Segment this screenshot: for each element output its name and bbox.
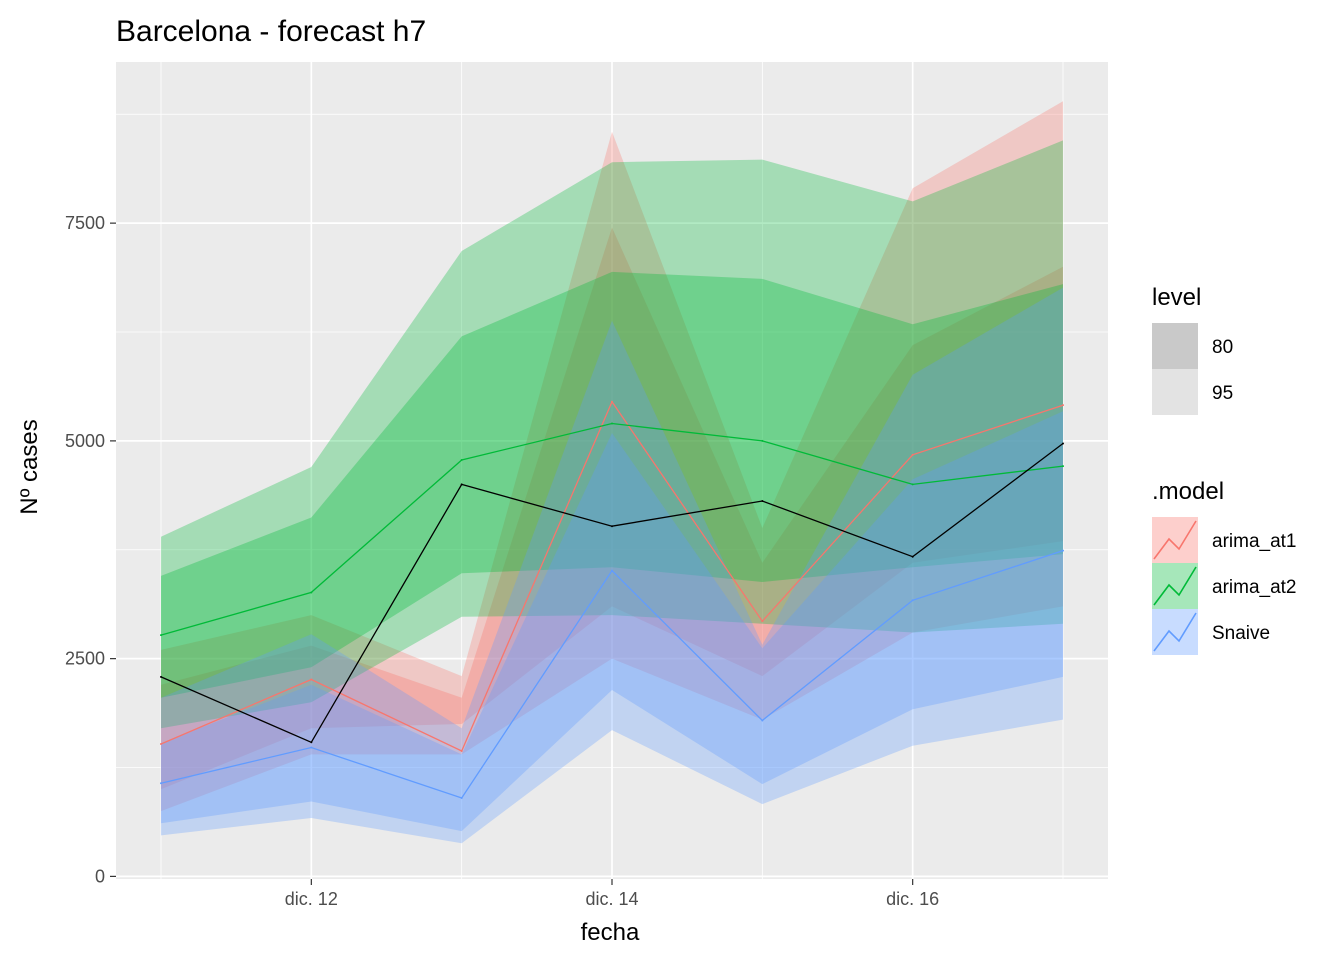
data-point-arima-at1 <box>911 453 914 456</box>
legend-label-model: arima_at1 <box>1212 531 1297 552</box>
data-point-snaive <box>611 569 613 572</box>
data-point-observed <box>1062 442 1064 445</box>
legend-key-snaive <box>1152 609 1198 655</box>
legend-label-model: Snaive <box>1212 623 1270 644</box>
legend-key-arima-at1 <box>1152 517 1198 563</box>
legend-label-model: arima_at2 <box>1212 577 1297 598</box>
legend-line-arima-at1 <box>1153 520 1197 560</box>
data-point-observed <box>911 555 914 558</box>
axes: 0 2500 5000 7500 dic. 12 dic. 14 dic. 16 <box>65 213 939 909</box>
data-point-snaive <box>310 746 313 749</box>
data-point-arima-at1 <box>460 749 463 752</box>
data-point-arima-at1 <box>160 742 162 745</box>
data-point-snaive <box>761 719 764 722</box>
data-point-snaive <box>460 796 463 799</box>
band-95-arima-at2 <box>161 140 1063 729</box>
x-axis-title: fecha <box>581 919 640 946</box>
band-80-snaive <box>161 411 1063 832</box>
x-tick-label: dic. 14 <box>585 889 638 909</box>
data-point-arima-at1 <box>611 400 613 403</box>
data-point-snaive <box>911 599 914 602</box>
legend-label-level: 80 <box>1212 337 1233 358</box>
y-tick-label: 2500 <box>65 649 105 669</box>
band-95-snaive <box>161 287 1063 844</box>
legend-key-bg-snaive <box>1152 609 1198 655</box>
band-95-arima-at1 <box>161 101 1063 812</box>
data-point-arima-at2 <box>460 459 463 462</box>
data-point-snaive <box>160 782 162 785</box>
legend-title-level: level <box>1152 284 1201 311</box>
band-80-arima-at2 <box>161 271 1063 698</box>
legend-key-bg-arima-at2 <box>1152 563 1198 609</box>
legend-line-arima-at2 <box>1153 566 1197 606</box>
legend-key-arima-at2 <box>1152 563 1198 609</box>
data-point-arima-at1 <box>1062 404 1064 407</box>
y-tick-label: 0 <box>95 866 105 886</box>
y-tick-label: 5000 <box>65 431 105 451</box>
plot-panel <box>116 62 1108 879</box>
data-point-arima-at1 <box>310 678 313 681</box>
x-tick-label: dic. 16 <box>886 889 939 909</box>
data-point-arima-at2 <box>911 483 914 486</box>
data-point-arima-at2 <box>310 591 313 594</box>
data-point-arima-at2 <box>160 634 162 637</box>
data-point-observed <box>310 741 313 744</box>
legend: level 80 95 .model arima_at1 arima_at2 Snaive <box>1152 284 1297 655</box>
data-point-observed <box>611 525 613 528</box>
legend-title-model: .model <box>1152 478 1224 505</box>
legend-key-level-95 <box>1152 369 1198 415</box>
data-point-observed <box>160 675 162 678</box>
legend-label-level: 95 <box>1212 383 1233 404</box>
data-point-arima-at2 <box>611 422 613 425</box>
legend-key-level-80 <box>1152 323 1198 369</box>
legend-key-bg-arima-at1 <box>1152 517 1198 563</box>
y-tick-label: 7500 <box>65 213 105 233</box>
chart-title: Barcelona - forecast h7 <box>116 15 426 48</box>
data-point-arima-at1 <box>761 620 764 623</box>
data-point-snaive <box>1062 549 1064 552</box>
data-point-arima-at2 <box>1062 465 1064 468</box>
data-point-arima-at2 <box>761 439 764 442</box>
data-point-observed <box>761 499 764 502</box>
legend-line-snaive <box>1153 612 1197 652</box>
band-80-arima-at1 <box>161 227 1063 790</box>
x-tick-label: dic. 12 <box>285 889 338 909</box>
y-axis-title: Nº cases <box>16 419 43 514</box>
data-point-observed <box>460 483 463 486</box>
